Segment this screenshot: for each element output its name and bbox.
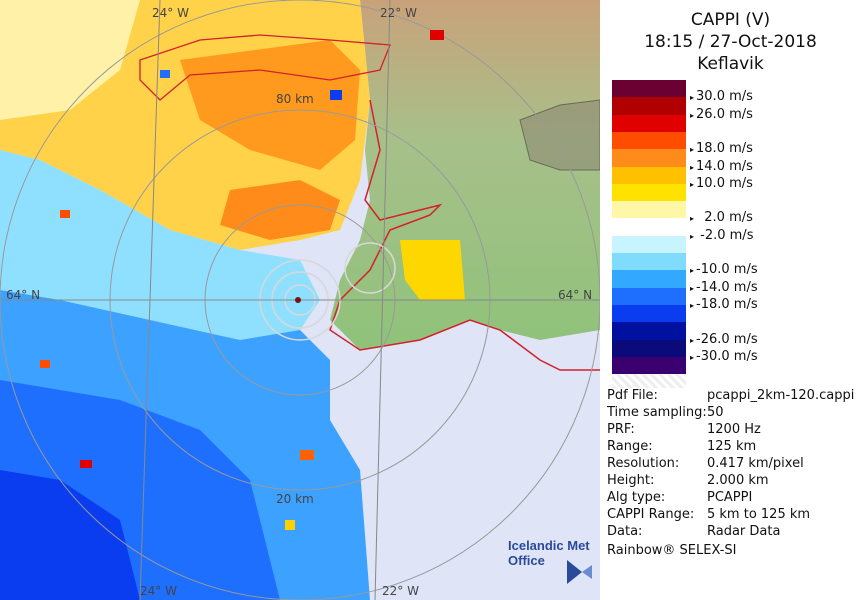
lon-label-top-right: 22° W — [380, 6, 417, 20]
metadata-value: 0.417 km/pixel — [707, 456, 804, 471]
radar-image — [0, 0, 600, 600]
echo-pale-northwest — [0, 0, 140, 120]
legend-swatch — [612, 218, 686, 237]
station-name: Keflavik — [697, 54, 764, 74]
echo-speckles — [40, 30, 444, 530]
legend-swatch — [612, 287, 686, 306]
radar-site-marker — [295, 297, 301, 303]
metadata-key: PRF: — [607, 422, 635, 437]
legend-label: -2.0 m/s — [690, 228, 753, 243]
metadata-value: pcappi_2km-120.cappi — [707, 388, 855, 403]
lon-label-bottom-left: 24° W — [140, 584, 177, 598]
legend-swatch — [612, 131, 686, 150]
imo-logo-symbol — [567, 560, 592, 584]
legend-swatch-nodata — [612, 374, 686, 389]
legend-swatch — [612, 339, 686, 358]
metadata-key: Resolution: — [607, 456, 680, 471]
legend-label: 10.0 m/s — [690, 176, 753, 191]
land-area — [330, 0, 600, 350]
legend-swatch — [612, 356, 686, 375]
lat-label-right: 64° N — [558, 288, 593, 302]
metadata-value: 125 km — [707, 439, 757, 454]
legend-label: -18.0 m/s — [690, 297, 758, 312]
legend-label: -30.0 m/s — [690, 349, 758, 364]
metadata-key: Time sampling: — [607, 405, 707, 420]
legend-label: -26.0 m/s — [690, 332, 758, 347]
legend-swatch — [612, 270, 686, 289]
legend-swatch — [612, 253, 686, 271]
legend-swatch — [612, 80, 686, 98]
echo-darker-blue — [0, 470, 140, 600]
legend-label: 30.0 m/s — [690, 89, 753, 104]
metadata-value: Radar Data — [707, 524, 781, 539]
product-title: CAPPI (V) — [690, 10, 771, 30]
coastline — [329, 99, 600, 371]
legend-label: 18.0 m/s — [690, 141, 753, 156]
logo-line-2: Office — [508, 553, 545, 568]
legend-swatch — [612, 149, 686, 167]
legend-swatch — [612, 183, 686, 202]
legend-label: 26.0 m/s — [690, 107, 753, 122]
legend-label: -14.0 m/s — [690, 280, 758, 295]
range-label-20: 20 km — [276, 492, 314, 506]
metadata-key: Pdf File: — [607, 388, 658, 403]
metadata-key: Data: — [607, 524, 643, 539]
echo-orange-center — [220, 180, 340, 240]
legend-swatch — [612, 114, 686, 133]
metadata-key: Alg type: — [607, 490, 666, 505]
metadata-value: 5 km to 125 km — [707, 507, 811, 522]
metadata-value: 50 — [707, 405, 724, 420]
legend-label: 2.0 m/s — [690, 210, 753, 225]
legend-swatch — [612, 235, 686, 254]
legend-label: 14.0 m/s — [690, 159, 753, 174]
metadata-key: CAPPI Range: — [607, 507, 695, 522]
echo-yellow-land — [400, 240, 465, 300]
legend-swatch — [612, 322, 686, 340]
legend-swatch — [612, 97, 686, 116]
lon-label-top-left: 24° W — [152, 6, 189, 20]
legend-swatch — [612, 201, 686, 219]
legend-swatch — [612, 166, 686, 185]
legend-label: -10.0 m/s — [690, 262, 758, 277]
lake-outline — [519, 99, 600, 171]
range-label-80: 80 km — [276, 92, 314, 106]
lon-label-bottom-right: 22° W — [382, 584, 419, 598]
radar-map: 24° W 22° W 64° N 64° N 24° W 22° W 80 k… — [0, 0, 600, 600]
metadata-value: 1200 Hz — [707, 422, 761, 437]
metadata-key: Height: — [607, 473, 655, 488]
timestamp: 18:15 / 27-Oct-2018 — [644, 32, 817, 52]
logo-line-1: Icelandic Met — [508, 538, 590, 553]
rainbow-credit: Rainbow® SELEX-SI — [607, 543, 737, 558]
metadata-value: PCAPPI — [707, 490, 753, 505]
imo-logo-text: Icelandic Met Office — [508, 538, 590, 568]
metadata-key: Range: — [607, 439, 653, 454]
echo-light-blue — [0, 150, 320, 340]
metadata-value: 2.000 km — [707, 473, 769, 488]
lat-label-left: 64° N — [6, 288, 41, 302]
legend-swatch — [612, 304, 686, 323]
